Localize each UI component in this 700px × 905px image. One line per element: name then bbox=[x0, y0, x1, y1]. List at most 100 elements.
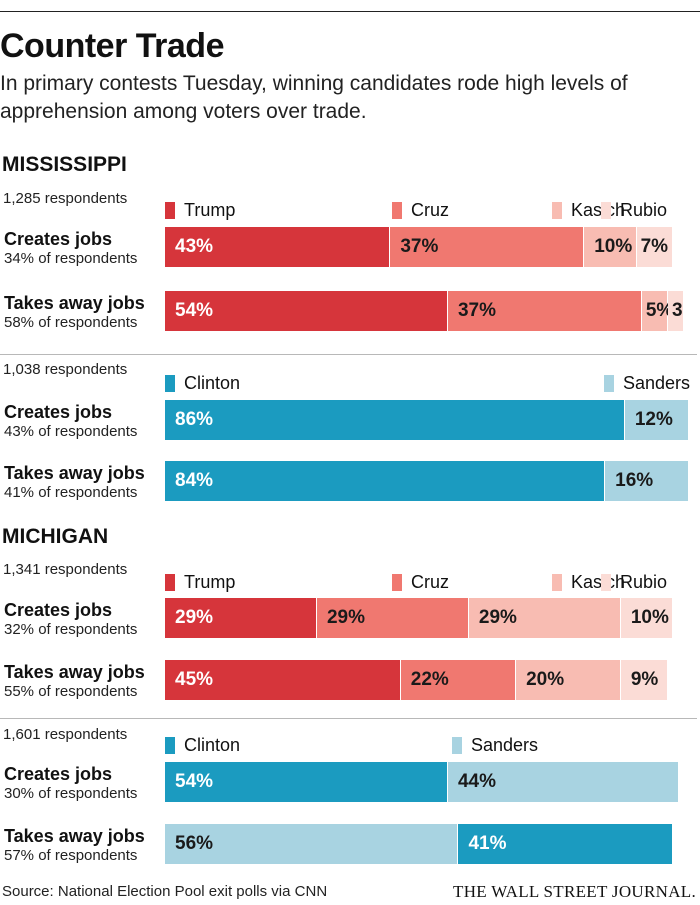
legend-swatch bbox=[601, 573, 611, 591]
bar-segment-rubio: 7% bbox=[636, 227, 674, 267]
data-label: 45% bbox=[175, 669, 214, 690]
data-label: 9% bbox=[630, 669, 659, 690]
respondent-count: 1,341 respondents bbox=[3, 561, 128, 578]
legend-item: Trump bbox=[165, 572, 235, 592]
legend-label: Trump bbox=[184, 199, 236, 220]
data-label: 20% bbox=[526, 669, 565, 690]
data-label: 54% bbox=[175, 771, 214, 792]
legend-swatch bbox=[604, 374, 614, 392]
row-sublabel: 41% of respondents bbox=[4, 484, 138, 501]
legend-swatch bbox=[452, 736, 462, 754]
legend-swatch bbox=[165, 374, 175, 392]
bar-segment-cruz: 37% bbox=[390, 227, 585, 267]
legend-swatch bbox=[392, 573, 402, 591]
legend-label: Trump bbox=[184, 571, 236, 592]
stacked-bar: 84% 16% bbox=[165, 461, 689, 501]
legend-label: Cruz bbox=[411, 199, 450, 220]
top-rule bbox=[0, 11, 700, 12]
legend-item: Clinton bbox=[165, 735, 240, 755]
chart-subtitle: In primary contests Tuesday, winning can… bbox=[0, 72, 628, 123]
data-label: 37% bbox=[400, 236, 439, 257]
bar-segment-cruz: 29% bbox=[316, 598, 469, 638]
bar-segment-rubio: 10% bbox=[620, 598, 674, 638]
legend-item: Sanders bbox=[604, 373, 690, 393]
stacked-bar: 29% 29% 29% 10% bbox=[165, 598, 689, 638]
bar-segment-clinton: 54% bbox=[165, 762, 448, 802]
data-label: 12% bbox=[634, 409, 673, 430]
data-label: 5% bbox=[645, 300, 674, 321]
legend-label: Sanders bbox=[623, 372, 691, 393]
stacked-bar: 86% 12% bbox=[165, 400, 689, 440]
respondent-count: 1,601 respondents bbox=[3, 726, 128, 743]
stacked-bar: 56% 41% bbox=[165, 824, 689, 864]
stacked-bar: 54% 37% 5% 3 bbox=[165, 291, 689, 331]
source-note: Source: National Election Pool exit poll… bbox=[2, 883, 328, 900]
legend-item: Cruz bbox=[392, 572, 449, 592]
legend-label: Rubio bbox=[620, 571, 668, 592]
bar-segment-trump: 45% bbox=[165, 660, 401, 700]
row-label: Creates jobs bbox=[4, 764, 113, 784]
stacked-bar: 45% 22% 20% 9% bbox=[165, 660, 689, 700]
row-label: Takes away jobs bbox=[4, 662, 145, 682]
row-sublabel: 30% of respondents bbox=[4, 785, 138, 802]
data-label: 10% bbox=[594, 236, 633, 257]
stacked-bar: 43% 37% 10% 7% bbox=[165, 227, 689, 267]
legend-item: Kasich bbox=[552, 200, 625, 220]
legend-item: Sanders bbox=[452, 735, 538, 755]
legend-swatch bbox=[165, 573, 175, 591]
bar-segment-rubio: 9% bbox=[620, 660, 669, 700]
legend-label: Cruz bbox=[411, 571, 450, 592]
row-sublabel: 34% of respondents bbox=[4, 250, 138, 267]
legend-swatch bbox=[601, 201, 611, 219]
bar-segment-rubio: 3 bbox=[668, 291, 684, 331]
legend-swatch bbox=[165, 736, 175, 754]
legend-label: Kasich bbox=[571, 199, 626, 220]
section-divider bbox=[0, 718, 697, 719]
bar-segment-sanders: 44% bbox=[447, 762, 679, 802]
legend-item: Trump bbox=[165, 200, 235, 220]
legend-swatch bbox=[552, 573, 562, 591]
respondent-count: 1,038 respondents bbox=[3, 361, 128, 378]
bar-segment-cruz: 37% bbox=[447, 291, 642, 331]
bar-segment-clinton: 86% bbox=[165, 400, 625, 440]
state-heading: MICHIGAN bbox=[2, 525, 109, 548]
data-label: 44% bbox=[457, 771, 496, 792]
state-heading: MISSISSIPPI bbox=[2, 153, 127, 176]
bar-segment-sanders: 41% bbox=[458, 824, 674, 864]
respondent-count: 1,285 respondents bbox=[3, 190, 128, 207]
legend-label: Clinton bbox=[184, 734, 241, 755]
bar-segment-kasich: 5% bbox=[641, 291, 673, 331]
legend-label: Clinton bbox=[184, 372, 241, 393]
chart-title: Counter Trade bbox=[0, 27, 224, 65]
bar-segment-kasich: 20% bbox=[516, 660, 621, 700]
legend-swatch bbox=[165, 201, 175, 219]
bar-segment-sanders: 12% bbox=[624, 400, 689, 440]
data-label: 86% bbox=[175, 409, 214, 430]
data-label: 22% bbox=[410, 669, 449, 690]
bar-segment-cruz: 22% bbox=[400, 660, 517, 700]
legend-item: Rubio bbox=[601, 572, 667, 592]
legend-item: Kasich bbox=[552, 572, 625, 592]
legend-label: Rubio bbox=[620, 199, 668, 220]
legend-swatch bbox=[392, 201, 402, 219]
bar-segment-trump: 54% bbox=[165, 291, 448, 331]
row-label: Creates jobs bbox=[4, 229, 113, 249]
row-sublabel: 58% of respondents bbox=[4, 314, 138, 331]
bar-segment-trump: 29% bbox=[165, 598, 317, 638]
data-label: 84% bbox=[175, 470, 214, 491]
bar-segment-clinton: 84% bbox=[165, 461, 606, 501]
data-label: 29% bbox=[478, 607, 517, 628]
bar-segment-sanders: 16% bbox=[605, 461, 689, 501]
row-sublabel: 57% of respondents bbox=[4, 847, 138, 864]
data-label: 54% bbox=[175, 300, 214, 321]
legend-item: Rubio bbox=[601, 200, 667, 220]
legend-label: Kasich bbox=[571, 571, 626, 592]
row-sublabel: 55% of respondents bbox=[4, 683, 138, 700]
data-label: 16% bbox=[615, 470, 654, 491]
bar-segment-trump: 43% bbox=[165, 227, 391, 267]
row-sublabel: 43% of respondents bbox=[4, 423, 138, 440]
data-label: 29% bbox=[175, 607, 214, 628]
row-label: Takes away jobs bbox=[4, 463, 145, 483]
section-divider bbox=[0, 354, 697, 355]
data-label: 56% bbox=[175, 833, 214, 854]
